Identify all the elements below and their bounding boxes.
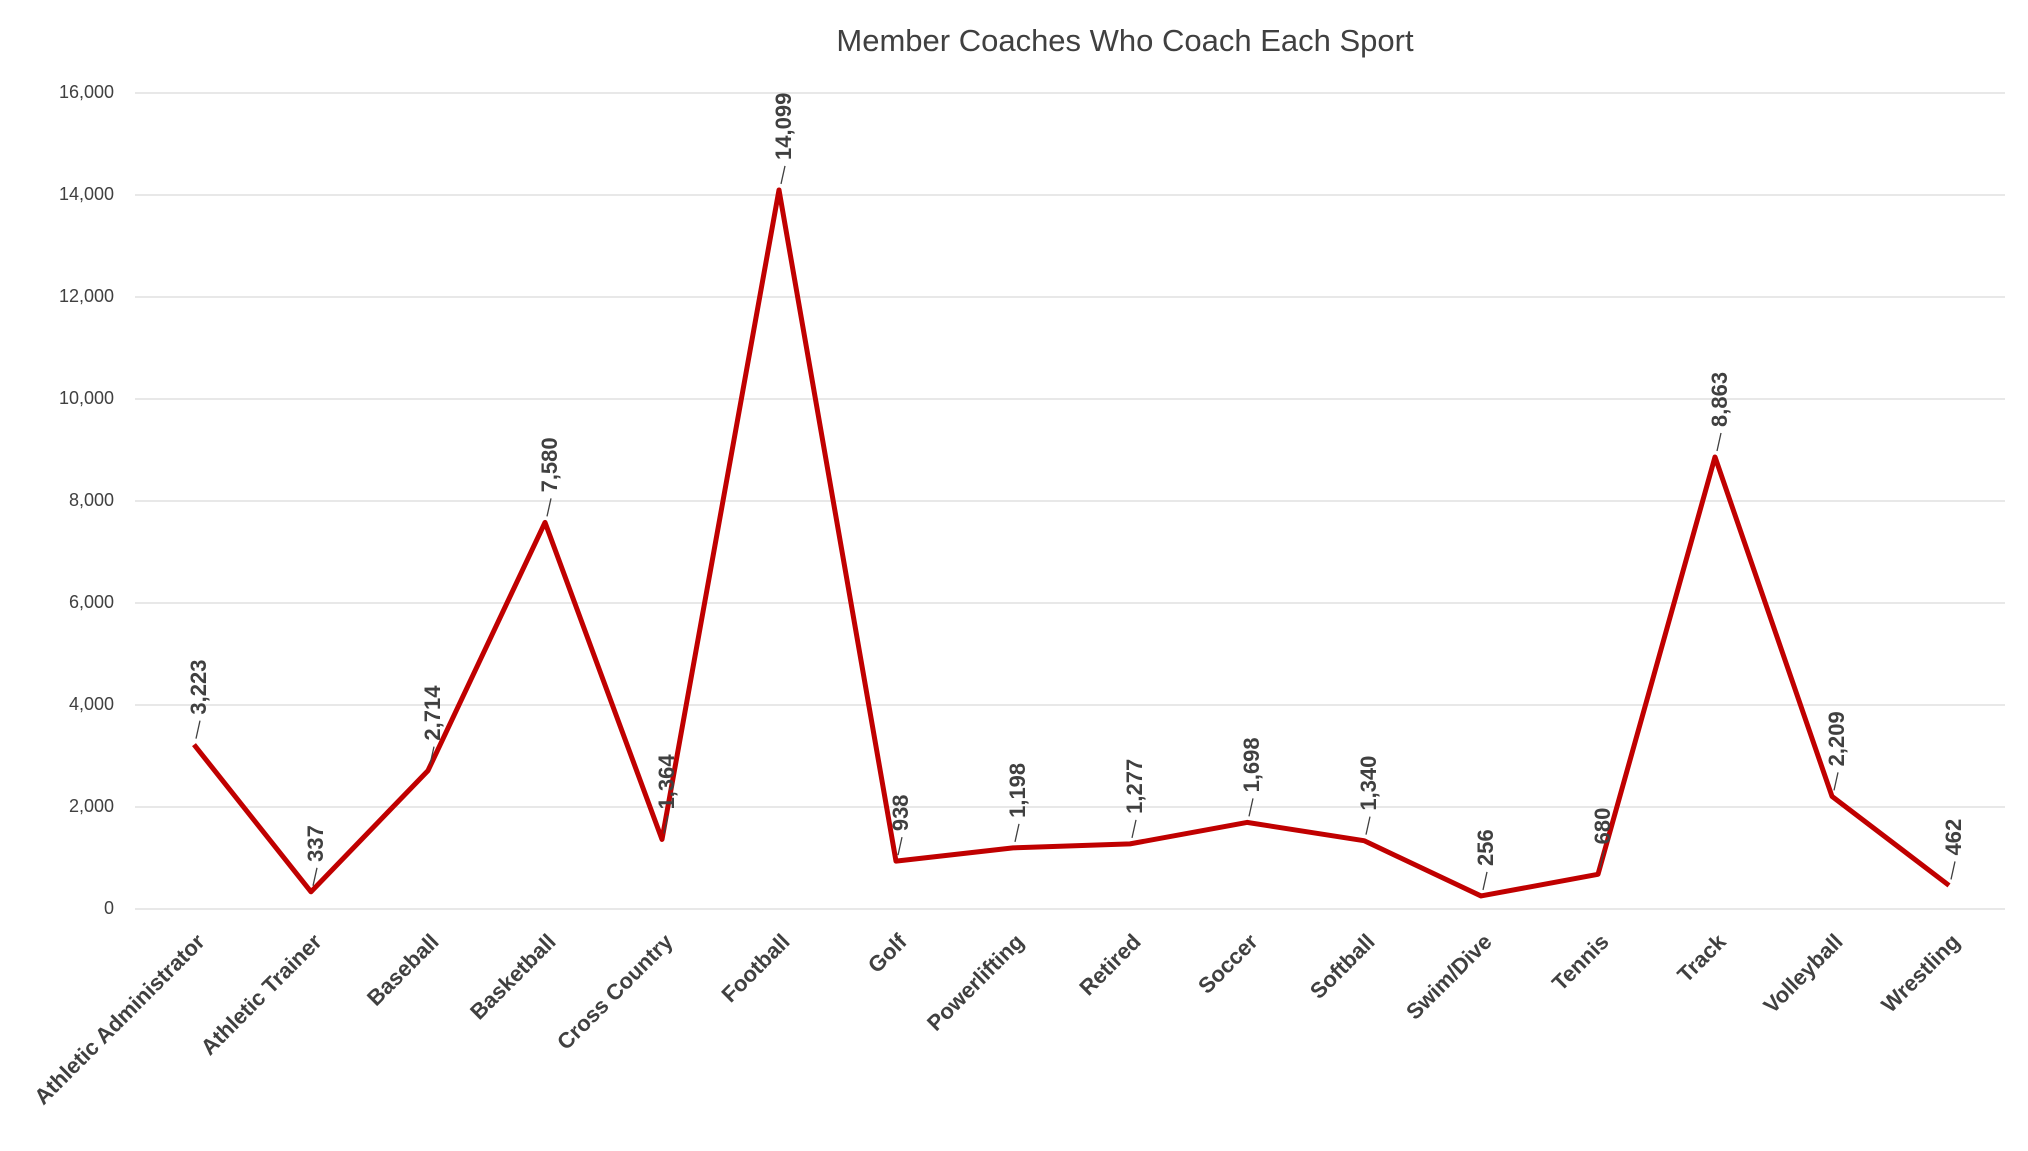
leader-line — [1833, 772, 1839, 791]
y-tick-label: 2,000 — [69, 796, 114, 816]
data-label: 8,863 — [1707, 372, 1732, 427]
data-label: 3,223 — [186, 660, 211, 715]
data-label: 1,698 — [1239, 737, 1264, 792]
data-label: 7,580 — [537, 437, 562, 492]
leader-line — [1248, 798, 1254, 817]
data-label: 337 — [303, 825, 328, 862]
data-label: 2,714 — [420, 685, 445, 741]
y-tick-label: 14,000 — [59, 184, 114, 204]
line-series — [192, 187, 1951, 899]
y-tick-label: 0 — [104, 898, 114, 918]
leader-line — [195, 720, 201, 739]
leader-line — [1482, 871, 1488, 891]
leader-line — [429, 746, 435, 765]
data-label: 14,099 — [771, 93, 796, 160]
y-tick-label: 4,000 — [69, 694, 114, 714]
leader-line — [1950, 861, 1956, 880]
leader-line — [780, 165, 786, 185]
data-label: 462 — [1941, 819, 1966, 856]
data-label: 1,277 — [1122, 759, 1147, 814]
y-tick-label: 8,000 — [69, 490, 114, 510]
data-label: 938 — [888, 794, 913, 831]
leader-line — [1365, 816, 1371, 835]
leader-line — [312, 867, 318, 886]
y-tick-label: 16,000 — [59, 82, 114, 102]
y-tick-label: 10,000 — [59, 388, 114, 408]
y-tick-label: 12,000 — [59, 286, 114, 306]
leader-line — [1716, 432, 1722, 452]
leader-line — [1599, 850, 1605, 869]
chart-title: Member Coaches Who Coach Each Sport — [836, 23, 1414, 58]
data-label: 1,198 — [1005, 763, 1030, 818]
leader-line — [663, 815, 669, 834]
data-label: 1,364 — [654, 754, 679, 810]
leader-line — [1014, 823, 1020, 843]
leader-line — [1131, 819, 1137, 839]
leader-line — [546, 498, 552, 517]
data-label: 1,340 — [1356, 756, 1381, 811]
data-label: 256 — [1473, 829, 1498, 866]
leader-line — [897, 837, 903, 856]
data-label: 680 — [1590, 808, 1615, 845]
y-tick-label: 6,000 — [69, 592, 114, 612]
data-label: 2,209 — [1824, 711, 1849, 766]
